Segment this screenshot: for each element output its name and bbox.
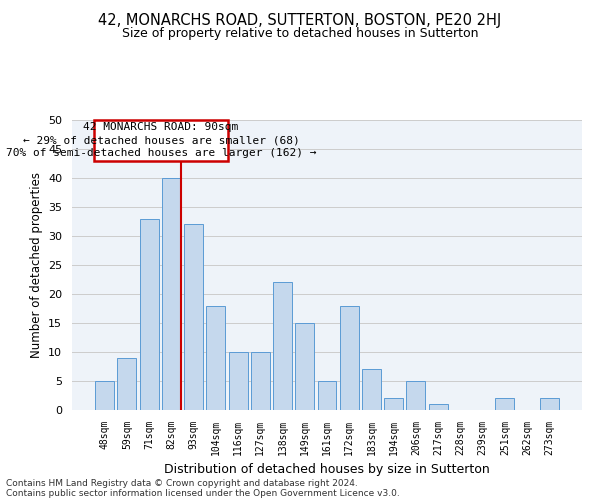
Bar [206, 306, 225, 410]
Bar [429, 404, 448, 410]
Bar [140, 218, 158, 410]
Bar [362, 370, 381, 410]
Bar [184, 224, 203, 410]
Text: Contains HM Land Registry data © Crown copyright and database right 2024.: Contains HM Land Registry data © Crown c… [6, 478, 358, 488]
X-axis label: Distribution of detached houses by size in Sutterton: Distribution of detached houses by size … [164, 464, 490, 476]
Bar [295, 323, 314, 410]
Bar [162, 178, 181, 410]
Bar [406, 381, 425, 410]
Bar [273, 282, 292, 410]
Text: Contains public sector information licensed under the Open Government Licence v3: Contains public sector information licen… [6, 488, 400, 498]
Text: 42, MONARCHS ROAD, SUTTERTON, BOSTON, PE20 2HJ: 42, MONARCHS ROAD, SUTTERTON, BOSTON, PE… [98, 12, 502, 28]
Bar [496, 398, 514, 410]
Bar [118, 358, 136, 410]
Y-axis label: Number of detached properties: Number of detached properties [29, 172, 43, 358]
Bar [317, 381, 337, 410]
Bar [384, 398, 403, 410]
Bar [340, 306, 359, 410]
Bar [540, 398, 559, 410]
Bar [251, 352, 270, 410]
Bar [94, 120, 228, 160]
Text: Size of property relative to detached houses in Sutterton: Size of property relative to detached ho… [122, 28, 478, 40]
Bar [95, 381, 114, 410]
Bar [229, 352, 248, 410]
Text: 42 MONARCHS ROAD: 90sqm
← 29% of detached houses are smaller (68)
70% of semi-de: 42 MONARCHS ROAD: 90sqm ← 29% of detache… [6, 122, 316, 158]
